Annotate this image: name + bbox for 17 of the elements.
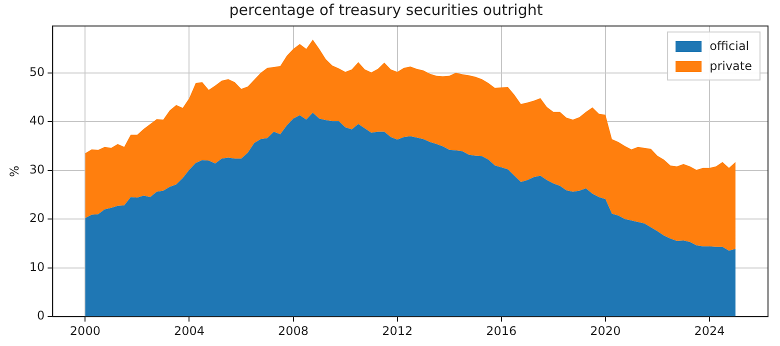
y-tick-label: 50: [29, 64, 45, 79]
y-axis-title: %: [7, 166, 22, 178]
x-tick-label: 2000: [70, 324, 100, 338]
x-tick-label: 2024: [694, 324, 725, 338]
x-tick-label: 2012: [382, 324, 413, 338]
legend-label: private: [710, 59, 752, 74]
y-tick-label: 20: [29, 211, 45, 226]
y-tick-label: 30: [29, 162, 45, 176]
x-tick-label: 2008: [278, 324, 309, 338]
x-tick-label: 2004: [174, 324, 205, 338]
x-tick-label: 2020: [590, 324, 621, 338]
chart-title: percentage of treasury securities outright: [229, 0, 543, 19]
y-tick-label: 10: [29, 260, 45, 274]
y-tick-label: 0: [37, 308, 45, 323]
x-tick-label: 2016: [486, 324, 517, 338]
legend-label: official: [710, 39, 750, 54]
y-tick-label: 40: [29, 114, 45, 128]
